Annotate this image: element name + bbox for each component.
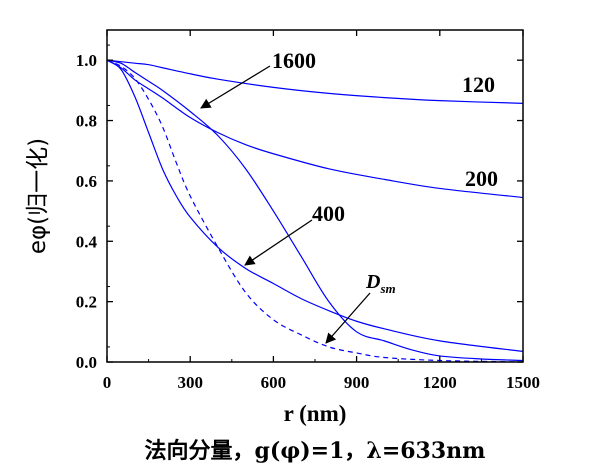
series-line-200	[106, 59, 524, 199]
plot-frame	[106, 29, 524, 363]
x-tick-label: 600	[261, 373, 287, 392]
x-tick-label: 900	[344, 373, 370, 392]
label-1600: 1600	[272, 48, 316, 73]
arrow-1600	[200, 65, 271, 109]
y-tick-label: 0.8	[76, 112, 97, 131]
x-tick-label: 1200	[423, 373, 457, 392]
curves	[106, 59, 524, 363]
label-120: 120	[462, 72, 495, 97]
series-line-120	[106, 59, 524, 104]
label-dsm-main: D	[365, 271, 380, 293]
ticks	[106, 30, 524, 363]
x-tick-label: 1500	[506, 373, 540, 392]
caption: 法向分量，g(φ)=1，λ=633nm	[145, 438, 486, 464]
x-tick-label: 0	[103, 373, 112, 392]
series-line-1600	[106, 59, 524, 362]
x-axis-title: r (nm)	[284, 401, 347, 426]
label-dsm-sub: sm	[379, 281, 395, 296]
tick-labels: 0 300 600 900 1200 1500 0.0 0.2 0.4 0.6 0.8 1.0	[76, 51, 540, 392]
y-tick-label: 0.4	[76, 232, 98, 251]
y-axis-title: eφ(归一化)	[25, 138, 51, 254]
y-tick-label: 0.0	[76, 353, 97, 372]
arrow-dsm	[325, 292, 371, 344]
y-tick-label: 0.2	[76, 293, 97, 312]
arrow-400	[244, 219, 313, 266]
x-tick-label: 300	[177, 373, 203, 392]
y-tick-label: 1.0	[76, 51, 97, 70]
y-tick-label: 0.6	[76, 172, 97, 191]
label-dsm: Dsm	[365, 271, 396, 296]
label-400: 400	[312, 201, 345, 226]
label-200: 200	[465, 166, 498, 191]
series-line-d-sm	[106, 59, 524, 363]
series-line-400	[106, 59, 524, 353]
